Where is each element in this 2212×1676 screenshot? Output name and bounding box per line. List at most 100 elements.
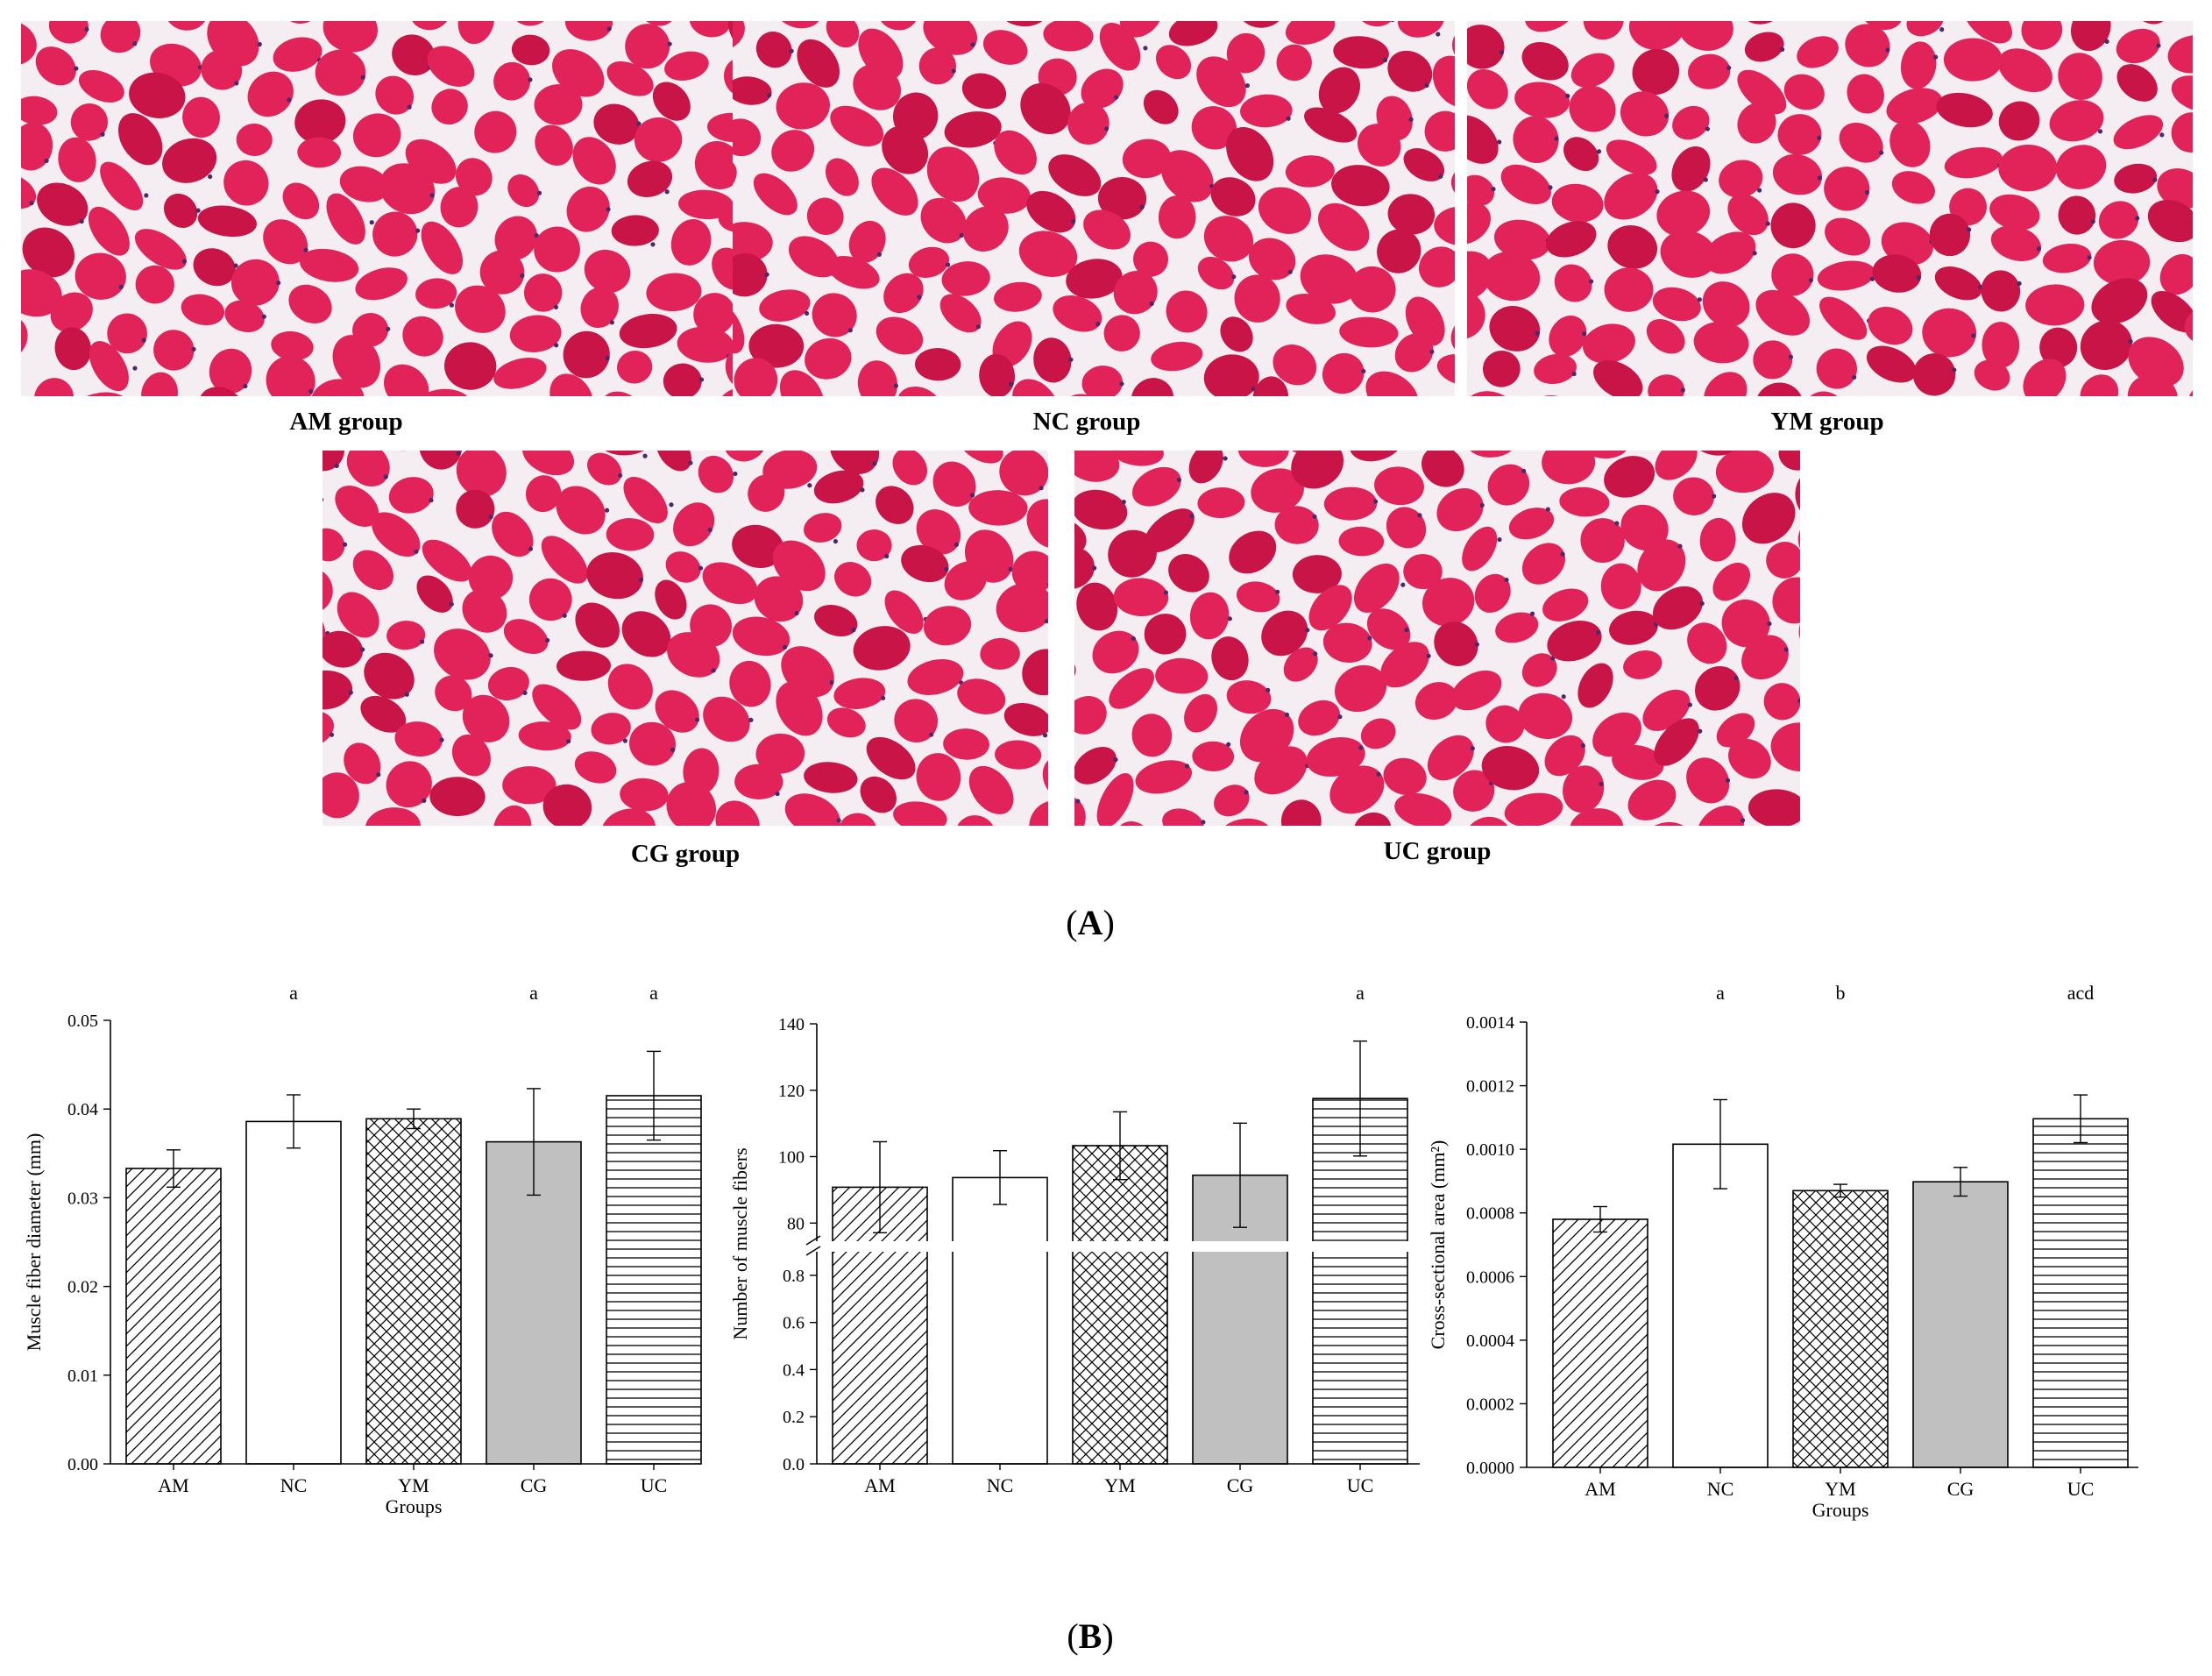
- nucleus: [1765, 221, 1770, 226]
- muscle-fiber: [1309, 401, 1358, 443]
- nucleus: [2128, 338, 2133, 344]
- muscle-fiber: [1563, 765, 1605, 813]
- nucleus: [360, 75, 365, 80]
- nucleus: [1342, 991, 1348, 997]
- nucleus: [2175, 454, 2180, 459]
- muscle-fiber: [2127, 374, 2178, 396]
- muscle-fiber: [458, 834, 508, 888]
- nucleus: [571, 845, 577, 851]
- muscle-fiber: [1427, 735, 1474, 781]
- muscle-fiber: [1419, 246, 1455, 288]
- axis-break-gap: [815, 1241, 1421, 1252]
- panel-b: AM a NC YM a CG a UC 0.00 0.01 0.02 0.03 0.04 0.05 Mus…: [23, 982, 2138, 1656]
- muscle-fiber: [1504, 792, 1563, 826]
- nucleus: [1163, 590, 1169, 595]
- muscle-fiber: [944, 111, 1002, 148]
- nucleus: [2156, 43, 2161, 48]
- muscle-fiber: [1772, 577, 1800, 624]
- nucleus: [261, 314, 266, 319]
- muscle-fiber: [1189, 870, 1251, 915]
- muscle-fiber: [754, 576, 804, 622]
- muscle-fiber: [797, 39, 840, 88]
- nucleus: [688, 460, 693, 465]
- nucleus: [1354, 436, 1359, 441]
- muscle-fiber: [664, 51, 709, 82]
- nucleus: [829, 679, 834, 685]
- nucleus: [84, 26, 89, 32]
- muscle-fiber: [627, 160, 673, 198]
- muscle-fiber: [1998, 101, 2040, 141]
- muscle-fiber: [1113, 271, 1158, 315]
- muscle-fiber: [1109, 953, 1172, 1011]
- muscle-fiber: [2147, 200, 2193, 243]
- muscle-fiber: [733, 222, 773, 262]
- muscle-fiber: [138, 641, 189, 686]
- nucleus: [1194, 916, 1200, 922]
- nucleus: [851, 628, 856, 633]
- muscle-fiber: [982, 30, 1028, 65]
- muscle-fiber: [1797, 514, 1800, 563]
- muscle-fiber: [2174, 415, 2212, 481]
- bar-cg: [1912, 1181, 2009, 1468]
- nucleus: [1075, 799, 1081, 804]
- category-label: UC: [2067, 1478, 2095, 1500]
- muscle-fiber: [379, 163, 436, 215]
- muscle-fiber: [1176, 976, 1229, 1029]
- muscle-fiber: [1403, 148, 1445, 181]
- muscle-fiber: [788, 236, 839, 278]
- muscle-fiber: [1513, 116, 1559, 164]
- muscle-fiber: [21, 269, 62, 317]
- nucleus: [208, 174, 213, 180]
- nucleus: [1287, 269, 1293, 274]
- muscle-fiber: [693, 293, 733, 336]
- nucleus: [807, 483, 812, 488]
- nucleus: [132, 41, 138, 46]
- muscle-fiber: [1620, 504, 1669, 551]
- muscle-fiber: [1293, 968, 1353, 1031]
- nucleus: [0, 279, 6, 285]
- nucleus: [929, 732, 934, 737]
- nucleus: [141, 337, 146, 343]
- muscle-fiber: [0, 64, 6, 116]
- nucleus: [2087, 255, 2092, 260]
- muscle-fiber: [977, 177, 1031, 214]
- muscle-fiber: [834, 562, 872, 597]
- muscle-fiber: [402, 316, 443, 357]
- nucleus: [1645, 860, 1651, 866]
- muscle-fiber: [1103, 315, 1140, 352]
- muscle-fiber: [299, 248, 359, 282]
- muscle-fiber: [21, 172, 37, 210]
- panel-a: AM group NC group YM group CG group UC g…: [0, 2, 2212, 1031]
- nucleus: [860, 487, 865, 493]
- nucleus: [298, 780, 304, 786]
- nucleus: [758, 2, 764, 8]
- muscle-fiber: [517, 857, 564, 912]
- nucleus: [1939, 728, 1946, 734]
- muscle-fiber: [2157, 168, 2193, 210]
- nucleus: [1032, 827, 1038, 833]
- muscle-fiber: [435, 675, 472, 712]
- nucleus: [809, 861, 815, 867]
- y-tick-label: 0.0000: [1466, 1459, 1514, 1478]
- y-tick-label: 0.0012: [1466, 1077, 1514, 1097]
- muscle-fiber: [673, 502, 715, 547]
- muscle-fiber: [1704, 231, 1756, 274]
- muscle-fiber: [1434, 206, 1455, 246]
- muscle-fiber: [652, 82, 691, 121]
- muscle-fiber: [759, 289, 811, 323]
- bar-ym: [1792, 1190, 1889, 1468]
- muscle-fiber: [994, 281, 1042, 312]
- nucleus: [1044, 619, 1048, 624]
- nucleus: [29, 201, 34, 206]
- nucleus: [1131, 636, 1136, 642]
- y-tick-label: 0.0006: [1466, 1268, 1514, 1287]
- muscle-fiber: [1110, 451, 1164, 466]
- nucleus: [636, 121, 642, 126]
- nucleus: [1906, 509, 1912, 515]
- muscle-fiber: [1248, 238, 1296, 281]
- muscle-fiber: [1074, 547, 1095, 590]
- muscle-fiber: [996, 582, 1048, 633]
- nucleus: [260, 472, 266, 479]
- muscle-fiber: [586, 552, 643, 600]
- muscle-fiber: [1807, 763, 1847, 803]
